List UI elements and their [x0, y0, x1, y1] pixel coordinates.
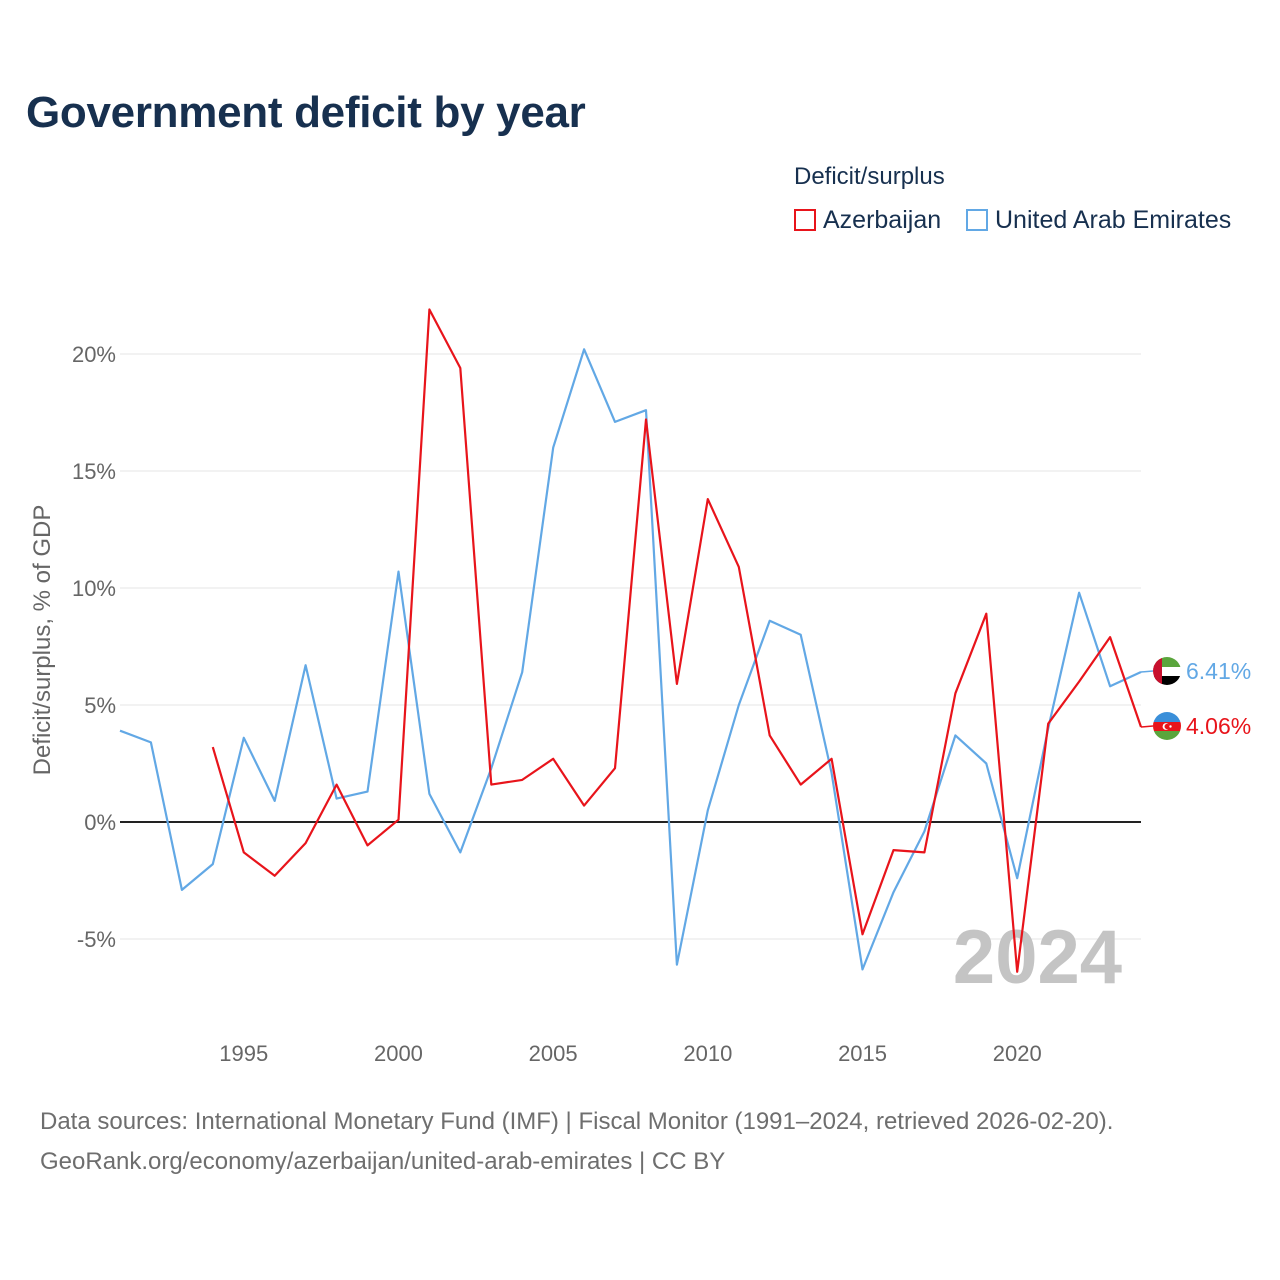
- line-chart: -5% 0% 5% 10% 15% 20% 1995 2000 2005 2010 2015 202…: [29, 308, 1251, 1066]
- legend-label-azerbaijan: Azerbaijan: [823, 205, 942, 234]
- legend-label-uae: United Arab Emirates: [995, 205, 1232, 234]
- end-value-label: 6.41%: [1186, 658, 1251, 684]
- x-tick-label: 2020: [993, 1041, 1042, 1066]
- legend-swatch-uae: [966, 209, 988, 231]
- y-tick-label: 20%: [72, 342, 116, 367]
- sources-line-1: Data sources: International Monetary Fun…: [40, 1108, 1114, 1135]
- series-azerbaijan: 4.06%: [211, 308, 1251, 973]
- x-tick-label: 1995: [219, 1041, 268, 1066]
- azerbaijan-flag-icon: [1153, 712, 1181, 740]
- y-tick-label: -5%: [77, 927, 116, 952]
- x-tick-label: 2000: [374, 1041, 423, 1066]
- series-layer: 6.41% 4.06%: [119, 308, 1251, 973]
- y-tick-label: 15%: [72, 459, 116, 484]
- x-axis-ticks: 1995 2000 2005 2010 2015 2020: [219, 1041, 1041, 1066]
- series-united-arab-emirates: 6.41%: [119, 348, 1251, 971]
- legend-swatch-azerbaijan: [794, 209, 816, 231]
- y-axis-label: Deficit/surplus, % of GDP: [29, 505, 56, 776]
- end-label-connector: [1140, 670, 1154, 673]
- series-line: [211, 308, 1143, 973]
- legend-title: Deficit/surplus: [794, 163, 945, 190]
- x-tick-label: 2015: [838, 1041, 887, 1066]
- x-tick-label: 2005: [529, 1041, 578, 1066]
- uae-flag-icon: [1153, 657, 1181, 685]
- y-axis-ticks: -5% 0% 5% 10% 15% 20%: [72, 342, 116, 952]
- legend-item-azerbaijan[interactable]: Azerbaijan: [794, 205, 941, 235]
- y-tick-label: 5%: [84, 693, 116, 718]
- series-line: [119, 348, 1142, 971]
- chart-title: Government deficit by year: [26, 88, 586, 137]
- grid-lines: [120, 353, 1141, 940]
- sources-line-2[interactable]: GeoRank.org/economy/azerbaijan/united-ar…: [40, 1148, 726, 1175]
- year-watermark: 2024: [953, 915, 1122, 1000]
- legend-item-uae[interactable]: United Arab Emirates: [966, 205, 1231, 235]
- y-tick-label: 10%: [72, 576, 116, 601]
- end-label-connector: [1140, 725, 1154, 728]
- y-tick-label: 0%: [84, 810, 116, 835]
- end-value-label: 4.06%: [1186, 713, 1251, 739]
- x-tick-label: 2010: [683, 1041, 732, 1066]
